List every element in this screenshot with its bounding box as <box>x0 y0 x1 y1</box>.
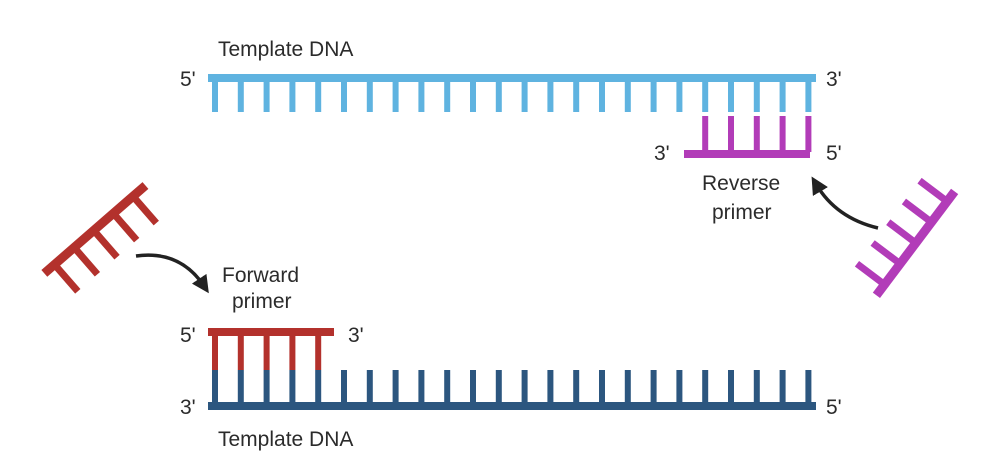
bottom-strand-base <box>263 370 270 404</box>
top-strand-base <box>805 80 812 112</box>
reverse-primer-left-end: 3' <box>654 142 670 165</box>
forward-primer-base <box>315 334 322 370</box>
free-reverse-primer <box>854 177 959 299</box>
forward-primer-label-line2: primer <box>232 290 292 313</box>
bottom-strand-base <box>366 370 373 404</box>
forward-primer-annealed: Forward primer 5' 3' <box>180 264 364 370</box>
top-strand-right-end: 3' <box>826 68 842 91</box>
bottom-strand-left-end: 3' <box>180 396 196 419</box>
top-strand-left-end: 5' <box>180 68 196 91</box>
forward-primer-left-end: 5' <box>180 324 196 347</box>
bottom-strand-base <box>547 370 554 404</box>
reverse-primer-label-line1: Reverse <box>702 172 780 195</box>
bottom-strand-base <box>418 370 425 404</box>
bottom-strand-base <box>676 370 683 404</box>
bottom-strand-base <box>521 370 528 404</box>
top-strand-label: Template DNA <box>218 38 353 61</box>
top-strand-base <box>753 80 760 112</box>
bottom-strand-right-end: 5' <box>826 396 842 419</box>
reverse-primer-bases <box>702 116 812 152</box>
top-strand-base <box>495 80 502 112</box>
reverse-primer-right-end: 5' <box>826 142 842 165</box>
forward-primer-bases <box>212 334 322 370</box>
forward-primer-base <box>237 334 244 370</box>
reverse-primer-annealed: 3' 5' Reverse primer <box>654 116 842 224</box>
reverse-primer-base <box>702 116 709 152</box>
top-strand-base <box>676 80 683 112</box>
top-strand-base <box>470 80 476 112</box>
top-strand-bases <box>212 80 812 112</box>
bottom-strand-base <box>289 370 296 404</box>
bottom-strand-base <box>470 370 476 404</box>
top-strand-base <box>341 80 347 112</box>
bottom-strand-base <box>702 370 709 404</box>
bottom-strand-base <box>444 370 451 404</box>
bottom-strand-base <box>728 370 734 404</box>
top-strand-base <box>212 80 218 112</box>
bottom-strand-bases <box>212 370 812 404</box>
bottom-strand-base <box>599 370 605 404</box>
top-strand-base <box>366 80 373 112</box>
bottom-strand-base <box>495 370 502 404</box>
top-strand-base <box>315 80 322 112</box>
top-strand-base <box>624 80 631 112</box>
free-forward-primer <box>41 182 159 294</box>
top-strand-base <box>263 80 270 112</box>
bottom-strand-base <box>779 370 786 404</box>
top-strand-base <box>521 80 528 112</box>
top-template-strand: Template DNA 5' 3' <box>180 38 842 112</box>
top-strand-base <box>418 80 425 112</box>
forward-primer-base <box>289 334 296 370</box>
top-strand-base <box>392 80 399 112</box>
reverse-primer-base <box>753 116 760 152</box>
top-strand-base <box>237 80 244 112</box>
bottom-strand-label: Template DNA <box>218 428 353 451</box>
bottom-strand-base <box>392 370 399 404</box>
bottom-strand-base <box>805 370 812 404</box>
top-strand-backbone <box>208 74 816 82</box>
reverse-primer-base <box>779 116 786 152</box>
top-strand-base <box>547 80 554 112</box>
forward-primer-base <box>263 334 270 370</box>
forward-primer-label-line1: Forward <box>222 264 299 287</box>
top-strand-base <box>702 80 709 112</box>
reverse-primer-arrow <box>811 176 879 230</box>
bottom-strand-base <box>341 370 347 404</box>
reverse-primer-base <box>805 116 812 152</box>
top-strand-base <box>289 80 296 112</box>
bottom-strand-base <box>650 370 657 404</box>
reverse-primer-base <box>728 116 734 152</box>
forward-primer-base <box>212 334 218 370</box>
top-strand-base <box>728 80 734 112</box>
forward-primer-right-end: 3' <box>348 324 364 347</box>
bottom-strand-base <box>753 370 760 404</box>
reverse-primer-label-line2: primer <box>712 201 772 224</box>
top-strand-base <box>779 80 786 112</box>
top-strand-base <box>599 80 605 112</box>
bottom-strand-base <box>212 370 218 404</box>
bottom-strand-base <box>237 370 244 404</box>
bottom-template-strand: 3' 5' Template DNA <box>180 370 842 451</box>
top-strand-base <box>444 80 451 112</box>
forward-primer-arrow <box>135 253 209 294</box>
bottom-strand-backbone <box>208 402 816 410</box>
bottom-strand-base <box>624 370 631 404</box>
top-strand-base <box>650 80 657 112</box>
top-strand-base <box>573 80 580 112</box>
reverse-primer-backbone <box>684 150 810 158</box>
forward-primer-backbone <box>208 328 334 336</box>
bottom-strand-base <box>315 370 322 404</box>
bottom-strand-base <box>573 370 580 404</box>
